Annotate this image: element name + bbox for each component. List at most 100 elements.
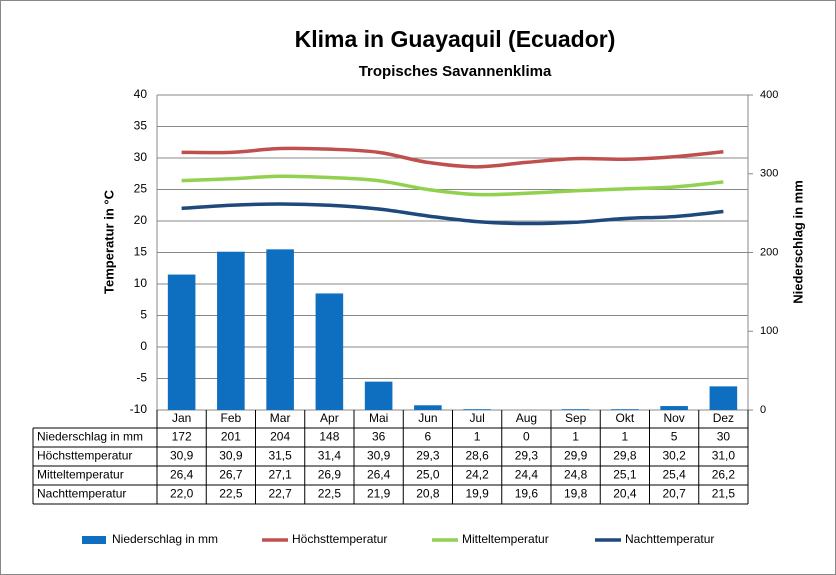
y-tick-label: 35 <box>134 119 148 133</box>
x-tick-label: Okt <box>616 411 635 425</box>
table-cell: 26,4 <box>170 468 194 482</box>
y-tick-label: 30 <box>134 150 148 164</box>
table-row-label: Niederschlag in mm <box>37 430 143 444</box>
table-cell: 30,9 <box>170 449 194 463</box>
bar <box>414 405 442 410</box>
line <box>181 202 724 226</box>
table-cell: 25,4 <box>662 468 686 482</box>
bar <box>611 409 639 410</box>
table-cell: 24,4 <box>515 468 539 482</box>
bar <box>266 249 294 410</box>
y2-tick-label: 200 <box>760 246 778 258</box>
bar <box>217 251 245 410</box>
table-cell: 28,6 <box>465 449 489 463</box>
table-row-label: Höchsttemperatur <box>37 449 132 463</box>
table-cell: 25,1 <box>613 468 637 482</box>
y-tick-label: 0 <box>140 339 147 353</box>
table-cell: 148 <box>319 430 339 444</box>
table-cell: 6 <box>425 430 432 444</box>
bar <box>364 381 393 410</box>
y2-tick-label: 100 <box>760 325 778 337</box>
table-cell: 19,9 <box>465 487 489 501</box>
y-tick-label: 25 <box>134 182 148 196</box>
chart-title: Klima in Guayaquil (Ecuador) <box>295 26 616 52</box>
table-cell: 0 <box>523 430 530 444</box>
legend-label: Nachttemperatur <box>625 532 714 546</box>
table-cell: 22,5 <box>219 487 243 501</box>
y2-tick-label: 0 <box>760 404 766 416</box>
table-cell: 201 <box>221 430 241 444</box>
table-cell: 30,9 <box>219 449 243 463</box>
x-tick-label: Aug <box>516 411 537 425</box>
y-tick-label: 40 <box>134 87 148 101</box>
table-cell: 24,8 <box>564 468 588 482</box>
x-tick-label: Jul <box>469 411 484 425</box>
table-cell: 19,6 <box>515 487 539 501</box>
y-axis-title: Temperatur in °C <box>101 189 116 294</box>
line <box>181 174 724 197</box>
table-cell: 31,4 <box>318 449 342 463</box>
table-cell: 1 <box>572 430 579 444</box>
legend-swatch <box>82 536 106 544</box>
table-cell: 204 <box>270 430 290 444</box>
table-cell: 26,9 <box>318 468 342 482</box>
table-cell: 22,5 <box>318 487 342 501</box>
x-tick-label: Jun <box>418 411 437 425</box>
x-tick-label: Dez <box>713 411 734 425</box>
x-tick-label: Jan <box>172 411 191 425</box>
table-cell: 29,3 <box>515 449 539 463</box>
y-tick-label: 20 <box>134 213 148 227</box>
y2-tick-label: 300 <box>760 168 778 180</box>
table-cell: 22,0 <box>170 487 194 501</box>
table-cell: 29,9 <box>564 449 588 463</box>
y-tick-label: 5 <box>140 308 147 322</box>
table-cell: 36 <box>372 430 386 444</box>
table-cell: 30,9 <box>367 449 391 463</box>
y-tick-label: 15 <box>134 245 148 259</box>
table-cell: 27,1 <box>268 468 292 482</box>
table-cell: 26,7 <box>219 468 243 482</box>
table-row-label: Nachttemperatur <box>37 487 126 501</box>
table-cell: 1 <box>622 430 629 444</box>
legend-label: Niederschlag in mm <box>112 532 218 546</box>
x-tick-label: Apr <box>320 411 339 425</box>
legend-label: Mitteltemperatur <box>462 532 549 546</box>
y-tick-label: -5 <box>136 371 147 385</box>
table-cell: 1 <box>474 430 481 444</box>
table-row-label: Mitteltemperatur <box>37 468 124 482</box>
chart-subtitle: Tropisches Savannenklima <box>359 63 552 80</box>
y2-tick-label: 400 <box>760 89 778 101</box>
table-cell: 25,0 <box>416 468 440 482</box>
table-cell: 26,4 <box>367 468 391 482</box>
line <box>181 146 724 169</box>
table-cell: 29,8 <box>613 449 637 463</box>
table-cell: 5 <box>671 430 678 444</box>
bar <box>463 409 491 410</box>
table-cell: 30,2 <box>662 449 686 463</box>
bar <box>561 409 590 410</box>
table-cell: 21,5 <box>712 487 736 501</box>
table-cell: 26,2 <box>712 468 736 482</box>
x-tick-label: Feb <box>221 411 242 425</box>
table-cell: 20,4 <box>613 487 637 501</box>
x-tick-label: Mar <box>270 411 291 425</box>
x-tick-label: Nov <box>663 411 684 425</box>
table-cell: 172 <box>172 430 192 444</box>
table-cell: 22,7 <box>268 487 292 501</box>
table-cell: 31,0 <box>712 449 736 463</box>
bar <box>660 406 688 410</box>
y2-axis-title: Niederschlag in mm <box>790 180 805 304</box>
x-tick-label: Mai <box>369 411 388 425</box>
bar <box>315 293 344 410</box>
x-tick-label: Sep <box>565 411 587 425</box>
bar <box>167 274 196 410</box>
bar <box>709 386 738 410</box>
table-cell: 21,9 <box>367 487 391 501</box>
table-cell: 20,7 <box>662 487 686 501</box>
y-tick-label: 10 <box>134 276 148 290</box>
table-cell: 24,2 <box>465 468 489 482</box>
table-cell: 31,5 <box>268 449 292 463</box>
y-tick-label: -10 <box>130 402 148 416</box>
table-cell: 30 <box>717 430 731 444</box>
